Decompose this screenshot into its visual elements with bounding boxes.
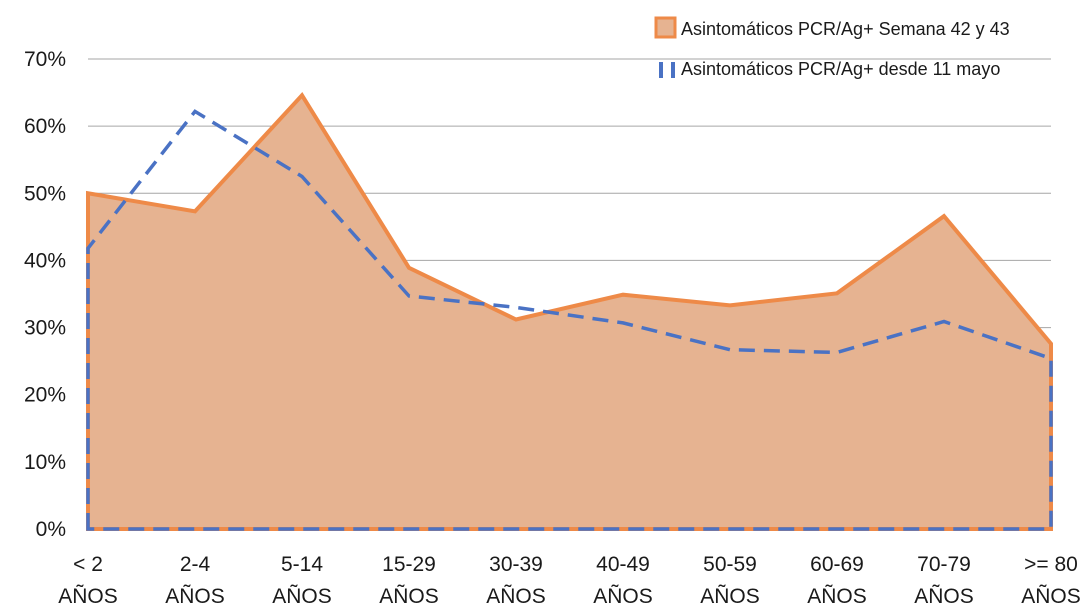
y-tick-label: 0% [36,518,66,541]
x-tick-label: 2-4 [180,553,211,576]
x-tick-label: < 2 [73,553,103,576]
x-tick-label: 5-14 [281,553,323,576]
x-tick-label: AÑOS [272,584,332,608]
x-tick-label: 50-59 [703,553,757,576]
x-tick-label: 15-29 [382,553,436,576]
y-axis: 0% 10% 20% 30% 40% 50% 60% 70% [24,48,66,541]
x-tick-label: AÑOS [593,584,653,608]
y-tick-label: 40% [24,249,66,272]
y-tick-label: 20% [24,384,66,407]
area-series-semana-42-43 [86,92,1053,531]
legend: Asintomáticos PCR/Ag+ Semana 42 y 43 Asi… [654,16,1010,79]
legend-label-area: Asintomáticos PCR/Ag+ Semana 42 y 43 [681,19,1010,39]
y-tick-label: 50% [24,182,66,205]
x-tick-label: AÑOS [807,584,867,608]
x-tick-label: >= 80 [1024,553,1078,576]
x-tick-label: AÑOS [486,584,546,608]
x-axis: < 2 AÑOS 2-4 AÑOS 5-14 AÑOS 15-29 AÑOS 30-39 AÑOS… [58,553,1081,608]
dashed-series-layer [86,109,1053,531]
x-tick-label: AÑOS [58,584,118,608]
x-tick-label: 70-79 [917,553,971,576]
x-tick-label: 30-39 [489,553,543,576]
x-tick-label: AÑOS [700,584,760,608]
y-tick-label: 70% [24,48,66,71]
area-series-layer [86,92,1053,531]
legend-swatch-area [654,16,677,39]
x-tick-label: AÑOS [1021,584,1081,608]
y-tick-label: 60% [24,115,66,138]
legend-label-dashed: Asintomáticos PCR/Ag+ desde 11 mayo [681,59,1000,79]
x-tick-label: AÑOS [914,584,974,608]
y-tick-label: 10% [24,451,66,474]
x-tick-label: AÑOS [165,584,225,608]
x-tick-label: AÑOS [379,584,439,608]
x-tick-label: 40-49 [596,553,650,576]
x-tick-label: 60-69 [810,553,864,576]
y-tick-label: 30% [24,317,66,340]
